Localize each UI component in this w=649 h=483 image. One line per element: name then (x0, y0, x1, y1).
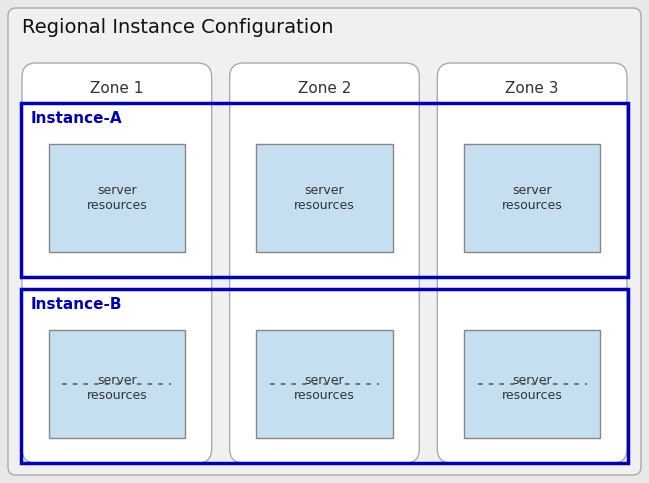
Text: Instance-A: Instance-A (31, 111, 123, 126)
FancyBboxPatch shape (49, 144, 185, 252)
FancyBboxPatch shape (22, 63, 212, 463)
Text: server
resources: server resources (86, 374, 147, 402)
FancyBboxPatch shape (230, 63, 419, 463)
FancyBboxPatch shape (49, 330, 185, 438)
Text: server
resources: server resources (294, 374, 355, 402)
Text: Regional Instance Configuration: Regional Instance Configuration (22, 18, 334, 37)
FancyBboxPatch shape (256, 330, 393, 438)
Text: server
resources: server resources (294, 184, 355, 212)
Text: Zone 3: Zone 3 (506, 81, 559, 96)
FancyBboxPatch shape (8, 8, 641, 475)
Text: Zone 2: Zone 2 (298, 81, 351, 96)
Text: server
resources: server resources (502, 184, 563, 212)
FancyBboxPatch shape (256, 144, 393, 252)
FancyBboxPatch shape (437, 63, 627, 463)
Text: server
resources: server resources (502, 374, 563, 402)
Text: Instance-B: Instance-B (31, 297, 123, 312)
FancyBboxPatch shape (464, 144, 600, 252)
Text: Zone 1: Zone 1 (90, 81, 143, 96)
Text: server
resources: server resources (86, 184, 147, 212)
FancyBboxPatch shape (464, 330, 600, 438)
